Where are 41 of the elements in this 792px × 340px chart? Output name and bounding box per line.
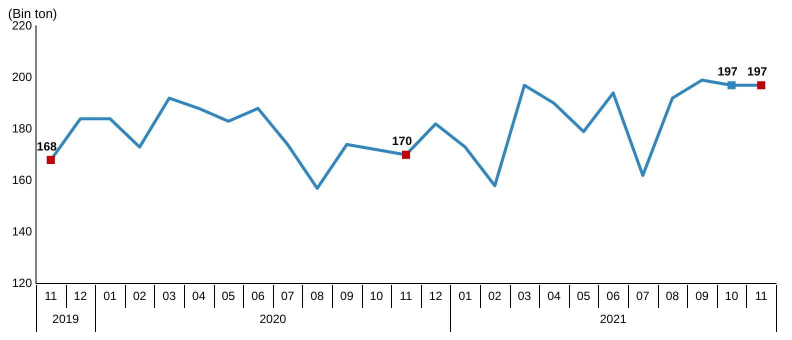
point bbox=[728, 81, 736, 90]
x-tick-label: 12 bbox=[74, 289, 88, 304]
x-tick-label: 05 bbox=[576, 289, 591, 304]
x-tick-label: 11 bbox=[400, 289, 413, 304]
data-label: 197 bbox=[747, 64, 768, 79]
x-tick-label: 12 bbox=[428, 289, 443, 304]
x-tick-label: 02 bbox=[132, 289, 147, 304]
x-tick-label: 02 bbox=[488, 289, 502, 304]
x-tick-label: 06 bbox=[606, 289, 620, 304]
x-tick-label: 01 bbox=[458, 289, 472, 304]
y-tick-label: 120 bbox=[12, 276, 32, 290]
x-tick-label: 09 bbox=[695, 289, 709, 304]
x-tick-label: 08 bbox=[666, 289, 680, 304]
y-tick-label: 160 bbox=[12, 172, 32, 187]
x-tick-label: 03 bbox=[162, 289, 176, 304]
data-label: 168 bbox=[36, 139, 58, 154]
text: 2021 bbox=[600, 312, 627, 326]
y-tick-label: 140 bbox=[12, 224, 32, 238]
data-label: 170 bbox=[392, 134, 412, 148]
y-tick-label: 200 bbox=[12, 70, 32, 84]
y-tick-label: 180 bbox=[12, 121, 32, 136]
x-tick-label: 06 bbox=[251, 289, 266, 304]
x-tick-label: 04 bbox=[547, 289, 561, 304]
x-tick-label: 03 bbox=[518, 289, 532, 304]
x-tick-label: 11 bbox=[44, 289, 58, 304]
x-tick-label: 08 bbox=[310, 289, 324, 304]
x-tick-label: 10 bbox=[370, 289, 384, 304]
x-tick-label: 07 bbox=[280, 289, 295, 304]
text: 2019 bbox=[52, 312, 80, 326]
point bbox=[402, 150, 410, 159]
point bbox=[757, 81, 766, 90]
x-tick-label: 11 bbox=[754, 289, 768, 304]
point bbox=[46, 156, 55, 164]
x-tick-label: 05 bbox=[222, 289, 236, 304]
text: 2020 bbox=[259, 312, 286, 326]
data-label: 197 bbox=[718, 64, 738, 79]
x-tick-label: 10 bbox=[724, 289, 739, 304]
x-tick-label: 09 bbox=[340, 289, 354, 304]
x-tick-label: 04 bbox=[192, 289, 206, 304]
x-tick-label: 07 bbox=[636, 289, 650, 304]
x-tick-label: 01 bbox=[103, 289, 118, 304]
